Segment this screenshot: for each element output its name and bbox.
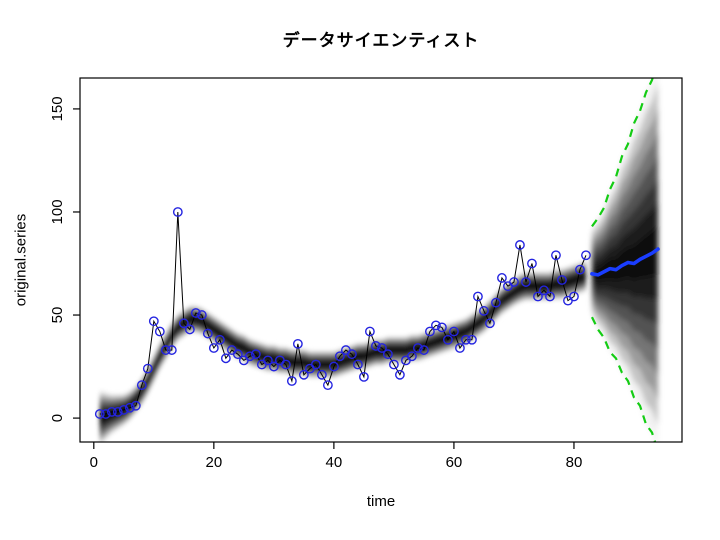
data-point — [316, 369, 327, 380]
data-point — [286, 376, 297, 386]
y-tick-label: 0 — [49, 414, 66, 422]
data-point — [310, 359, 321, 370]
data-point — [431, 320, 441, 331]
y-tick-label: 150 — [49, 96, 66, 121]
data-point — [136, 380, 147, 391]
data-point — [521, 277, 531, 287]
data-point — [455, 343, 465, 353]
data-point — [413, 343, 423, 353]
forecast-upper-bound — [591, 78, 654, 228]
data-point — [557, 275, 567, 285]
data-point — [328, 361, 339, 372]
data-point — [437, 322, 447, 333]
data-point — [545, 291, 555, 302]
x-tick-label: 20 — [206, 454, 223, 471]
data-point — [467, 334, 477, 345]
data-point — [100, 409, 111, 419]
x-axis-label: time — [366, 493, 396, 510]
data-point — [346, 349, 357, 360]
data-point — [148, 316, 159, 327]
data-point — [196, 310, 207, 320]
data-point — [364, 326, 375, 337]
data-point — [142, 363, 153, 374]
data-point — [178, 318, 189, 329]
state-density-band — [99, 259, 586, 442]
data-point — [118, 404, 129, 415]
data-point — [383, 349, 393, 360]
data-point — [124, 402, 135, 413]
data-point — [184, 324, 195, 335]
data-point — [190, 308, 201, 318]
data-point — [298, 369, 309, 380]
data-point — [533, 291, 543, 302]
chart-title: データサイエンティスト — [282, 31, 480, 50]
data-point — [334, 351, 345, 362]
data-point — [352, 359, 363, 370]
plot-border — [79, 77, 683, 443]
data-point — [425, 326, 435, 337]
data-point — [130, 400, 141, 411]
data-point — [172, 207, 183, 217]
data-point — [377, 343, 387, 353]
data-point — [214, 334, 225, 345]
data-point — [581, 250, 591, 261]
data-point — [322, 380, 333, 391]
data-point — [491, 297, 501, 308]
data-point — [358, 371, 369, 382]
x-axis: 0 20 40 60 80 — [90, 442, 583, 471]
data-point — [497, 273, 507, 283]
observations-series — [94, 207, 591, 419]
y-tick-label: 100 — [49, 199, 66, 224]
data-point — [244, 351, 255, 362]
data-point — [202, 328, 213, 339]
data-point — [166, 345, 177, 355]
data-point — [509, 277, 519, 287]
x-tick-label: 60 — [446, 454, 463, 471]
data-point — [220, 353, 231, 364]
data-point — [551, 250, 561, 261]
data-point — [268, 361, 279, 372]
data-point — [443, 334, 453, 345]
x-tick-label: 80 — [566, 454, 583, 471]
y-axis: 0 50 100 150 — [49, 96, 80, 422]
data-point — [473, 291, 483, 302]
data-point — [106, 407, 117, 417]
y-tick-label: 50 — [49, 307, 66, 324]
data-point — [208, 343, 219, 353]
data-point — [160, 345, 171, 355]
data-point — [419, 345, 429, 355]
data-point — [575, 264, 585, 275]
data-point — [569, 291, 579, 302]
data-point — [262, 355, 273, 366]
data-point — [407, 351, 417, 362]
data-point — [515, 240, 525, 250]
x-tick-label: 40 — [326, 454, 343, 471]
data-point — [370, 341, 381, 351]
data-point — [449, 326, 459, 337]
data-point — [154, 326, 165, 337]
forecast-fan — [591, 78, 658, 442]
data-point — [395, 369, 405, 380]
data-point — [250, 349, 261, 360]
data-point — [389, 359, 399, 370]
x-tick-label: 0 — [90, 454, 98, 471]
forecast-median-line — [590, 247, 660, 277]
data-point — [94, 409, 105, 419]
data-point — [292, 338, 303, 349]
data-point — [527, 258, 537, 269]
data-point — [485, 318, 495, 329]
data-point — [539, 285, 549, 296]
data-point — [232, 349, 243, 360]
data-point — [461, 334, 471, 345]
data-point — [479, 306, 489, 316]
data-point — [280, 359, 291, 370]
data-point — [112, 407, 123, 417]
